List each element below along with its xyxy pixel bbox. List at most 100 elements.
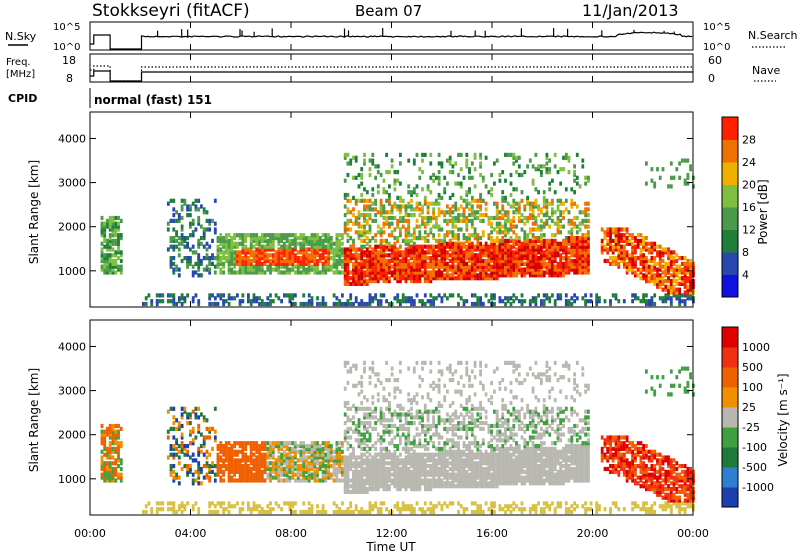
velocity-cell <box>255 507 259 512</box>
power-cell <box>548 238 552 243</box>
power-cell <box>556 170 560 175</box>
power-cell <box>581 158 585 163</box>
power-cell <box>581 250 585 255</box>
velocity-cell <box>388 432 391 437</box>
power-cell <box>244 233 248 238</box>
power-cell <box>219 250 223 255</box>
velocity-cell <box>155 501 159 506</box>
power-cell <box>581 270 585 275</box>
velocity-cell <box>307 455 311 460</box>
power-cell <box>426 279 430 284</box>
power-cell <box>216 261 220 266</box>
power-cell <box>357 172 361 178</box>
velocity-cell <box>360 461 364 466</box>
power-cell <box>374 258 377 264</box>
velocity-cell <box>321 507 325 512</box>
power-cell <box>324 264 328 269</box>
velocity-cell <box>224 464 228 469</box>
power-cell <box>357 184 361 189</box>
velocity-cell <box>371 507 375 512</box>
power-cell <box>531 213 535 218</box>
velocity-cell <box>194 435 198 440</box>
power-cell <box>379 258 383 264</box>
power-cell <box>664 287 668 292</box>
velocity-cell <box>310 449 314 454</box>
power-cell <box>435 256 438 261</box>
velocity-cell <box>352 478 355 483</box>
power-cell <box>587 175 590 180</box>
power-cell <box>667 287 670 292</box>
power-cell <box>363 233 366 238</box>
power-cell <box>227 250 231 255</box>
power-cell <box>338 256 341 261</box>
power-cell <box>556 247 560 252</box>
velocity-cell <box>103 461 107 466</box>
velocity-cell <box>307 449 311 454</box>
velocity-cell <box>318 446 322 451</box>
power-cell <box>354 221 358 226</box>
power-cell <box>357 267 361 272</box>
velocity-cell <box>368 375 372 380</box>
power-cell <box>354 261 358 266</box>
power-cell <box>675 296 679 301</box>
power-cell <box>457 270 460 275</box>
velocity-cell <box>260 472 264 477</box>
power-cell <box>401 270 405 275</box>
power-cell <box>656 244 659 249</box>
velocity-cell <box>363 472 366 477</box>
power-cell <box>346 279 350 284</box>
power-cell <box>388 244 391 249</box>
power-cell <box>263 256 267 261</box>
velocity-cell <box>365 464 369 469</box>
velocity-cell <box>368 484 372 489</box>
velocity-cell <box>227 458 231 463</box>
power-cell <box>437 233 441 238</box>
power-cell <box>437 253 441 258</box>
power-cell <box>305 261 308 266</box>
velocity-cell <box>202 441 206 446</box>
velocity-cell <box>280 507 283 512</box>
velocity-cell <box>100 458 104 463</box>
power-cell <box>523 238 527 243</box>
velocity-cell <box>321 455 325 460</box>
velocity-cell <box>269 455 272 460</box>
power-cell <box>368 253 372 258</box>
power-cell <box>335 264 339 269</box>
velocity-cell <box>341 455 344 460</box>
power-cell <box>435 264 438 269</box>
power-cell <box>299 256 303 261</box>
velocity-cell <box>191 438 195 443</box>
power-cell <box>506 253 510 258</box>
power-cell <box>484 267 488 272</box>
power-cell <box>578 236 582 241</box>
power-cell <box>540 301 543 307</box>
velocity-cell <box>108 455 112 460</box>
power-cell <box>512 161 516 166</box>
power-cell <box>493 273 496 278</box>
velocity-cell <box>291 464 295 469</box>
power-cell <box>280 250 283 255</box>
velocity-cell <box>360 466 364 472</box>
power-cell <box>432 236 435 241</box>
power-cell <box>197 241 201 246</box>
power-cell <box>595 299 599 304</box>
power-cell <box>523 207 527 212</box>
power-cell <box>622 264 626 269</box>
velocity-cell <box>321 504 325 509</box>
velocity-cell <box>111 432 115 437</box>
power-cell <box>479 164 482 169</box>
power-cell <box>365 273 369 278</box>
power-cell <box>559 198 563 203</box>
power-cell <box>191 201 195 206</box>
velocity-cell <box>338 507 341 512</box>
power-cell <box>329 236 333 241</box>
velocity-cell <box>305 449 308 454</box>
power-cell <box>476 233 480 238</box>
velocity-cell <box>321 441 325 446</box>
power-cell <box>512 215 516 221</box>
power-cell <box>379 201 383 206</box>
power-cell <box>556 241 560 246</box>
velocity-cell <box>365 475 369 480</box>
power-cell <box>324 238 328 243</box>
power-cell <box>642 299 645 304</box>
